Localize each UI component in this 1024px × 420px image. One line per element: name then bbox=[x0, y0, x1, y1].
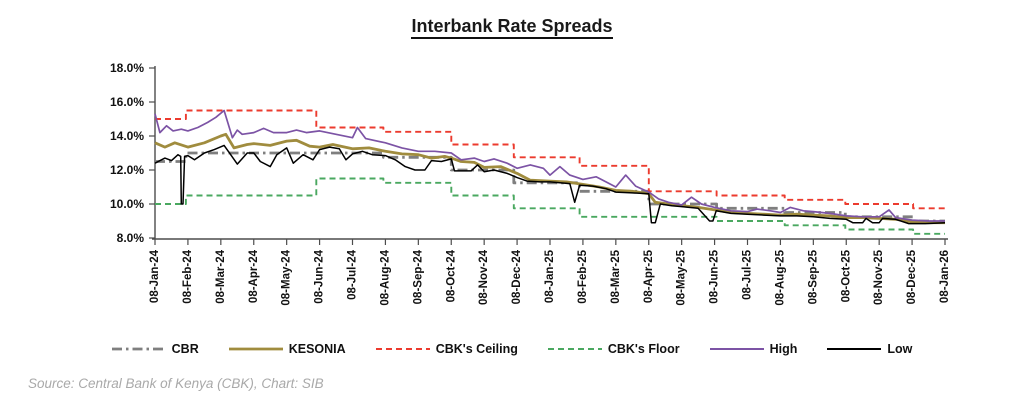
legend-item-high: High bbox=[709, 342, 798, 356]
legend-label: CBK's Floor bbox=[607, 342, 680, 356]
series-line-cbr bbox=[155, 151, 945, 223]
x-axis-label: 08-Jul-25 bbox=[742, 249, 754, 299]
legend-swatch bbox=[228, 347, 283, 351]
legend-label: Low bbox=[887, 342, 913, 356]
y-axis-label: 12.0% bbox=[110, 163, 144, 177]
x-axis-label: 08-Oct-25 bbox=[840, 249, 852, 302]
chart-title-text: Interbank Rate Spreads bbox=[411, 16, 613, 39]
x-axis-label: 08-May-25 bbox=[676, 249, 688, 305]
series-line-cbk-s-floor bbox=[155, 177, 945, 235]
source-note: Source: Central Bank of Kenya (CBK), Cha… bbox=[28, 376, 324, 391]
y-axis-label: 8.0% bbox=[117, 231, 145, 245]
series-line-cbk-s-ceiling bbox=[155, 109, 945, 210]
y-axis-label: 18.0% bbox=[110, 61, 144, 75]
y-axis-label: 14.0% bbox=[110, 129, 144, 143]
x-axis-label: 08-Jan-26 bbox=[939, 250, 951, 303]
x-axis-label: 08-Dec-25 bbox=[906, 249, 918, 304]
legend-label: CBK's Ceiling bbox=[435, 342, 518, 356]
x-axis-label: 08-Apr-25 bbox=[643, 249, 655, 303]
legend-swatch bbox=[709, 348, 764, 350]
x-axis-label: 08-Sep-24 bbox=[412, 249, 424, 304]
legend-swatch bbox=[375, 348, 430, 350]
x-axis-label: 08-May-24 bbox=[281, 249, 293, 305]
legend-swatch bbox=[111, 347, 166, 351]
legend-item-cbr: CBR bbox=[111, 342, 199, 356]
x-axis-label: 08-Aug-24 bbox=[379, 249, 391, 305]
y-axis-label: 16.0% bbox=[110, 95, 144, 109]
legend-item-cbk-s-floor: CBK's Floor bbox=[547, 342, 680, 356]
series-line-low bbox=[154, 144, 946, 225]
x-axis-label: 08-Apr-24 bbox=[248, 249, 260, 303]
legend-swatch bbox=[547, 348, 602, 350]
y-axis-label: 10.0% bbox=[110, 197, 144, 211]
x-axis-label: 08-Feb-24 bbox=[182, 249, 194, 303]
x-axis-label: 08-Sep-25 bbox=[807, 249, 819, 304]
x-axis-label: 08-Aug-25 bbox=[774, 249, 786, 305]
x-axis-label: 08-Mar-25 bbox=[610, 249, 622, 303]
x-axis-label: 08-Jan-24 bbox=[149, 249, 161, 303]
chart-title: Interbank Rate Spreads bbox=[0, 16, 1024, 39]
series-line-kesonia bbox=[154, 132, 945, 225]
legend-label: CBR bbox=[171, 342, 199, 356]
legend-item-low: Low bbox=[827, 342, 912, 356]
x-axis-label: 08-Jan-25 bbox=[544, 249, 556, 303]
legend-item-kesonia: KESONIA bbox=[228, 342, 346, 356]
x-axis-label: 08-Jun-25 bbox=[709, 249, 721, 303]
x-axis-label: 08-Dec-24 bbox=[511, 249, 523, 304]
x-axis-label: 08-Feb-25 bbox=[577, 249, 589, 303]
x-axis-label: 08-Nov-24 bbox=[478, 249, 490, 305]
x-axis-label: 08-Mar-24 bbox=[215, 249, 227, 303]
chart-legend: CBR KESONIA CBK's Ceiling CBK's Floor High Lo… bbox=[0, 342, 1024, 356]
legend-item-cbk-s-ceiling: CBK's Ceiling bbox=[375, 342, 518, 356]
x-axis-label: 08-Nov-25 bbox=[873, 249, 885, 305]
legend-label: KESONIA bbox=[288, 342, 346, 356]
chart-svg: 18.0% 16.0% 14.0% 12.0% 10.0% 8.0% 08-Jan-24 08… bbox=[110, 61, 951, 306]
legend-label: High bbox=[769, 342, 798, 356]
series-line-high bbox=[154, 109, 945, 222]
x-axis-label: 08-Oct-24 bbox=[445, 249, 457, 302]
legend-swatch bbox=[827, 348, 882, 350]
x-axis-label: 08-Jul-24 bbox=[347, 249, 359, 299]
x-axis-label: 08-Jun-24 bbox=[314, 249, 326, 303]
